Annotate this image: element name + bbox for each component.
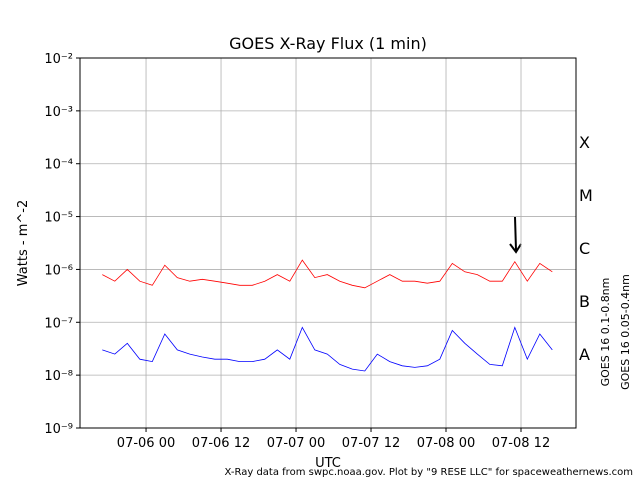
x-tick-label: 07-06 00: [117, 436, 175, 451]
x-tick-label: 07-07 00: [267, 436, 325, 451]
y-tick-label: 10⁻⁶: [44, 263, 73, 278]
y-tick-label: 10⁻⁵: [44, 211, 73, 226]
x-tick-label: 07-08 00: [417, 436, 475, 451]
chart-title: GOES X-Ray Flux (1 min): [229, 34, 427, 53]
footnote: X-Ray data from swpc.noaa.gov. Plot by "…: [225, 467, 633, 478]
y-tick-label: 10⁻⁷: [44, 316, 73, 331]
flare-class-label: C: [579, 239, 590, 258]
plot-frame: [79, 57, 577, 429]
legend-label: GOES 16 0.1-0.8nm: [599, 278, 612, 387]
x-tick-label: 07-07 12: [342, 436, 400, 451]
data-line: [102, 326, 553, 372]
legend-label: GOES 16 0.05-0.4nm: [619, 274, 632, 390]
flare-class-label: A: [579, 345, 590, 364]
y-tick-label: 10⁻³: [44, 105, 73, 120]
flare-class-label: M: [579, 186, 593, 205]
x-axis-label: UTC: [315, 456, 341, 471]
y-tick-label: 10⁻⁴: [44, 158, 73, 173]
flare-class-label: X: [579, 133, 590, 152]
annotation-arrow: [509, 216, 522, 254]
flare-class-label: B: [579, 292, 590, 311]
y-tick-label: 10⁻⁸: [44, 369, 73, 384]
x-tick-label: 07-06 12: [192, 436, 250, 451]
x-tick-label: 07-08 12: [492, 436, 550, 451]
data-line: [102, 259, 553, 289]
y-tick-label: 10⁻²: [44, 52, 73, 67]
y-tick-label: 10⁻⁹: [44, 422, 73, 437]
y-axis-label: Watts - m^-2: [16, 200, 31, 286]
